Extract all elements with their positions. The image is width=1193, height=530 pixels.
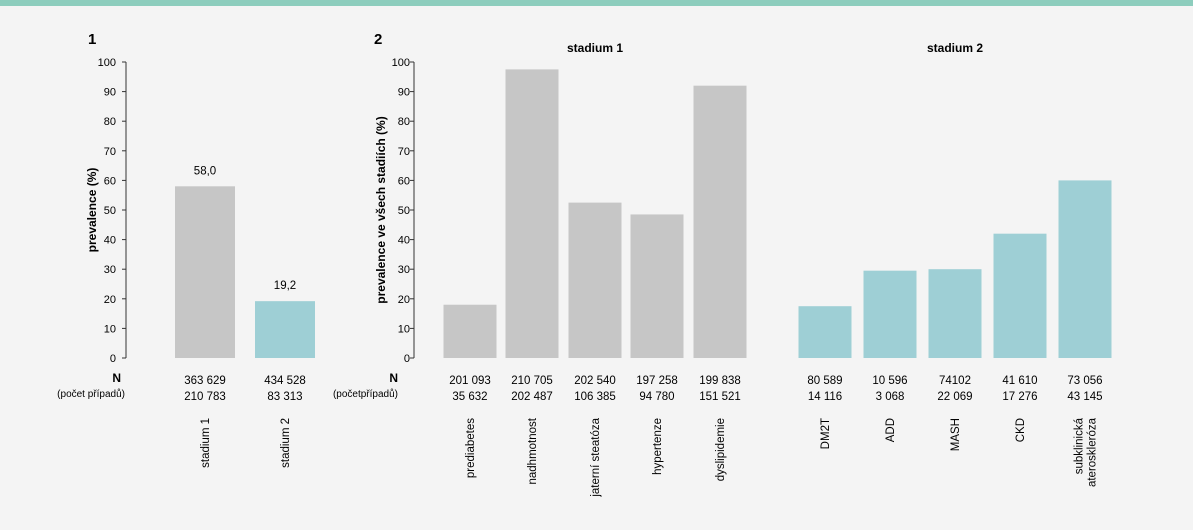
n-value-bottom: 17 276 [1002, 391, 1037, 403]
n-value-top: 202 540 [574, 375, 616, 387]
category-label: stadium 1 [200, 418, 212, 468]
y-tick-label: 10 [398, 323, 410, 335]
category-label: MASH [950, 418, 962, 451]
category-label-line: CKD [1015, 418, 1027, 442]
category-label-line: ADD [885, 418, 897, 442]
n-value-top: 201 093 [449, 375, 491, 387]
category-label-line: prediabetes [465, 418, 477, 478]
category-label-line: stadium 2 [280, 418, 292, 468]
bar [568, 202, 622, 358]
y-tick-label: 50 [398, 205, 410, 217]
y-tick-label: 0 [110, 353, 116, 365]
n-value-bottom: 35 632 [452, 391, 487, 403]
n-value-top: 197 258 [636, 375, 678, 387]
data-label: 19,2 [274, 280, 296, 292]
y-axis-label: prevalence ve všech stadiích (%) [374, 116, 388, 303]
category-label: hypertenze [652, 418, 664, 475]
data-label: 58,0 [194, 165, 216, 177]
n-value-bottom: 210 783 [184, 391, 226, 403]
bar [505, 69, 559, 359]
bar [798, 306, 852, 358]
panel-number: 2 [374, 31, 382, 48]
n-value-bottom: 106 385 [574, 391, 616, 403]
n-value-bottom: 83 313 [267, 391, 302, 403]
category-label-line: subklinická [1074, 417, 1086, 474]
n-value-bottom: 22 069 [937, 391, 972, 403]
category-label-line: ateroskleróza [1087, 417, 1099, 487]
category-label: nadhmotnost [527, 417, 539, 484]
category-label: dyslipidemie [715, 418, 727, 481]
top-accent-bar [0, 0, 1193, 6]
y-tick-label: 30 [398, 264, 410, 276]
n-label: N [112, 371, 121, 385]
y-tick-label: 0 [404, 353, 410, 365]
y-tick-label: 80 [104, 116, 116, 128]
category-label: prediabetes [465, 418, 477, 478]
bar [1058, 180, 1112, 358]
y-tick-label: 100 [98, 57, 116, 69]
n-value-top: 41 610 [1002, 375, 1037, 387]
y-tick-label: 40 [398, 235, 410, 247]
n-value-bottom: 14 116 [808, 391, 842, 403]
n-value-top: 80 589 [807, 375, 842, 387]
category-label: CKD [1015, 418, 1027, 442]
group-title: stadium 1 [567, 41, 623, 55]
category-label-line: MASH [950, 418, 962, 451]
n-value-top: 199 838 [699, 375, 741, 387]
bar [928, 269, 982, 358]
category-label: stadium 2 [280, 418, 292, 468]
n-value-top: 74102 [939, 375, 971, 387]
n-value-bottom: 151 521 [699, 391, 741, 403]
category-label-line: stadium 1 [200, 418, 212, 468]
n-value-top: 10 596 [872, 375, 907, 387]
y-tick-label: 90 [104, 87, 116, 99]
n-sublabel: (početpřípadů) [333, 388, 398, 400]
bar [175, 186, 235, 358]
category-label: ADD [885, 418, 897, 442]
bar [693, 85, 747, 359]
n-value-bottom: 202 487 [511, 391, 553, 403]
bar [443, 304, 497, 358]
n-label: N [389, 371, 398, 385]
category-label-line: jaterní steatóza [590, 417, 602, 497]
n-value-bottom: 43 145 [1067, 391, 1102, 403]
y-tick-label: 60 [398, 175, 410, 187]
n-sublabel: (počet případů) [57, 388, 125, 400]
category-label-line: dyslipidemie [715, 418, 727, 481]
category-label-line: DM2T [820, 418, 832, 449]
y-tick-label: 70 [398, 146, 410, 158]
y-tick-label: 10 [104, 323, 116, 335]
n-value-top: 363 629 [184, 375, 226, 387]
bar [255, 301, 315, 358]
y-tick-label: 60 [104, 175, 116, 187]
n-value-bottom: 94 780 [639, 391, 674, 403]
panel-number: 1 [88, 31, 96, 48]
category-label: jaterní steatóza [590, 417, 602, 497]
y-tick-label: 90 [398, 87, 410, 99]
y-tick-label: 30 [104, 264, 116, 276]
y-tick-label: 40 [104, 235, 116, 247]
y-tick-label: 100 [392, 57, 410, 69]
y-tick-label: 70 [104, 146, 116, 158]
y-tick-label: 20 [398, 294, 410, 306]
group-title: stadium 2 [927, 41, 983, 55]
n-value-top: 73 056 [1067, 375, 1102, 387]
bar [863, 270, 917, 358]
bar [630, 214, 684, 358]
category-label: DM2T [820, 418, 832, 449]
category-label-line: hypertenze [652, 418, 664, 475]
y-tick-label: 20 [104, 294, 116, 306]
y-tick-label: 80 [398, 116, 410, 128]
n-value-bottom: 3 068 [876, 391, 905, 403]
n-value-top: 210 705 [511, 375, 553, 387]
n-value-top: 434 528 [264, 375, 306, 387]
category-label: subklinickáateroskleróza [1074, 417, 1099, 487]
category-label-line: nadhmotnost [527, 417, 539, 484]
y-tick-label: 50 [104, 205, 116, 217]
bar [993, 233, 1047, 358]
y-axis-label: prevalence (%) [85, 168, 99, 253]
